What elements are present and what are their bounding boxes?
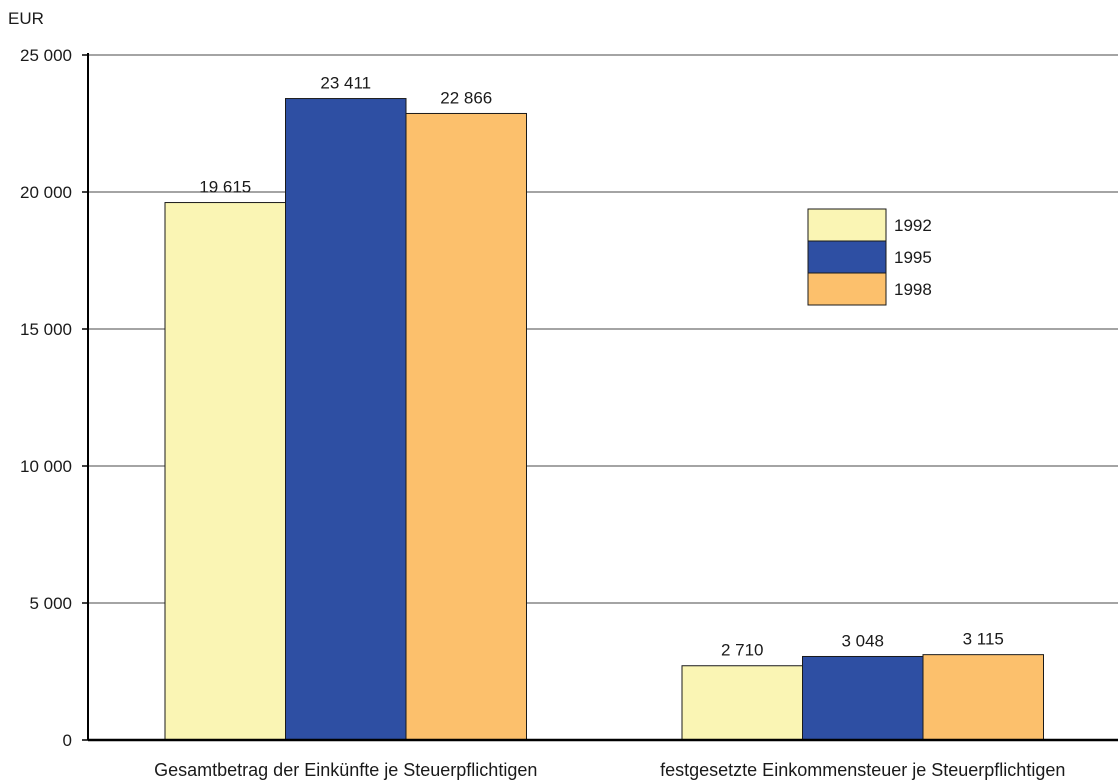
legend-label-1998: 1998 [894,280,932,299]
y-axis-ticks: 0 5 000 10 000 15 000 20 000 25 000 [20,46,88,750]
y-tick-label-4: 20 000 [20,183,72,202]
category-label-0: Gesamtbetrag der Einkünfte je Steuerpfli… [154,760,537,780]
bar-1998-1 [922,654,1044,741]
bar-1995-1 [802,655,924,741]
legend-label-1992: 1992 [894,216,932,235]
y-tick-label-2: 10 000 [20,457,72,476]
bars [164,98,1044,741]
legend: 1992 1995 1998 [807,208,932,306]
bar-1995-0 [285,98,407,741]
data-label-1992-1: 2 710 [721,641,764,660]
legend-swatch-1998 [807,272,887,306]
axes [87,53,1118,742]
data-label-1995-1: 3 048 [841,631,884,650]
data-label-1998-1: 3 115 [963,630,1004,649]
y-axis-unit-label: EUR [8,9,44,28]
y-tick-label-3: 15 000 [20,320,72,339]
legend-swatch-1992 [807,208,887,242]
bar-1992-1 [681,665,803,741]
data-label-1995-0: 23 411 [320,74,371,93]
category-labels: Gesamtbetrag der Einkünfte je Steuerpfli… [154,760,1065,780]
category-label-1: festgesetzte Einkommensteuer je Steuerpf… [660,760,1065,780]
bar-1992-0 [164,202,286,741]
y-tick-label-1: 5 000 [29,594,72,613]
legend-label-1995: 1995 [894,248,932,267]
data-label-1998-0: 22 866 [440,88,492,107]
y-tick-label-0: 0 [63,731,72,750]
bar-1998-0 [405,112,527,741]
legend-swatch-1995 [807,240,887,274]
y-tick-label-5: 25 000 [20,46,72,65]
data-label-1992-0: 19 615 [199,178,251,197]
data-labels: 19 615 2 710 23 411 3 048 22 866 3 115 [199,74,1004,660]
